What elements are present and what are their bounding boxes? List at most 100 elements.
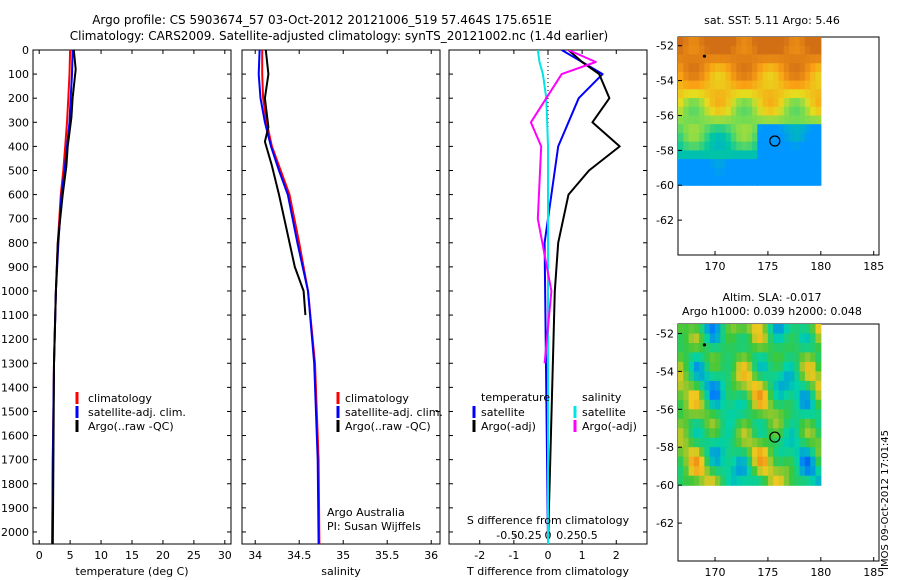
heatmap-cell	[730, 352, 737, 363]
heatmap-cell	[715, 159, 721, 169]
heatmap-cell	[757, 45, 764, 55]
heatmap-cell	[720, 399, 727, 410]
heatmap-cell	[693, 124, 700, 134]
heatmap-cell	[783, 456, 790, 467]
heatmap-cell	[746, 418, 753, 429]
heatmap-cell	[799, 115, 806, 125]
heatmap-cell	[741, 98, 748, 108]
difference-legend-temperature: temperature satellite Argo(-adj)	[472, 391, 550, 433]
heatmap-cell	[773, 37, 780, 47]
heatmap-cell	[794, 343, 801, 354]
heatmap-cell	[699, 399, 706, 410]
heatmap-cell	[741, 324, 748, 335]
map-y-tick-label: -56	[656, 403, 674, 416]
heatmap-cell	[752, 390, 758, 401]
heatmap-cell	[688, 141, 695, 151]
heatmap-cell	[773, 71, 780, 82]
heatmap-cell	[678, 361, 684, 372]
heatmap-cell	[693, 352, 700, 363]
heatmap-cell	[693, 63, 700, 73]
depth-tick-label: 1300	[1, 357, 29, 370]
heatmap-cell	[767, 115, 774, 125]
heatmap-cell	[704, 466, 711, 477]
heatmap-cell	[762, 37, 769, 47]
heatmap-cell	[741, 399, 748, 410]
heatmap-cell	[810, 150, 817, 160]
heatmap-cell	[715, 71, 721, 82]
heatmap-cell	[699, 390, 706, 401]
heatmap-cell	[688, 456, 695, 467]
heatmap-cell	[709, 80, 716, 90]
heatmap-cell	[804, 106, 811, 117]
heatmap-cell	[720, 428, 727, 439]
heatmap-cell	[704, 159, 711, 169]
heatmap-cell	[804, 63, 811, 73]
heatmap-cell	[736, 63, 743, 73]
heatmap-cell	[767, 159, 774, 169]
heatmap-cell	[699, 132, 706, 143]
heatmap-cell	[762, 80, 769, 90]
heatmap-cell	[783, 418, 790, 429]
heatmap-cell	[709, 361, 716, 372]
heatmap-cell	[757, 324, 764, 335]
heatmap-cell	[715, 399, 721, 410]
map-x-tick-label: 180	[810, 260, 831, 273]
heatmap-cell	[709, 54, 716, 64]
heatmap-cell	[757, 447, 764, 458]
heatmap-cell	[736, 466, 743, 477]
heatmap-cell	[730, 361, 737, 372]
heatmap-cell	[799, 150, 806, 160]
heatmap-cell	[815, 390, 822, 401]
heatmap-cell	[767, 409, 774, 420]
heatmap-cell	[815, 399, 822, 410]
heatmap-cell	[783, 380, 790, 391]
heatmap-cell	[678, 37, 684, 47]
depth-tick-label: 1900	[1, 502, 29, 515]
heatmap-cell	[699, 71, 706, 82]
heatmap-cell	[804, 418, 811, 429]
heatmap-cell	[678, 399, 684, 410]
heatmap-cell	[730, 98, 737, 108]
difference-xlabel: T difference from climatology	[466, 565, 629, 578]
heatmap-cell	[767, 54, 774, 64]
heatmap-cell	[767, 418, 774, 429]
heatmap-cell	[815, 37, 822, 47]
heatmap-cell	[815, 89, 822, 99]
heatmap-cell	[804, 380, 811, 391]
heatmap-cell	[699, 447, 706, 458]
heatmap-cell	[752, 132, 758, 143]
heatmap-cell	[693, 54, 700, 64]
x-tick-label: 1	[579, 549, 586, 562]
heatmap-cell	[778, 437, 785, 448]
heatmap-cell	[789, 399, 795, 410]
heatmap-cell	[767, 361, 774, 372]
depth-tick-label: 700	[8, 213, 29, 226]
heatmap-cell	[715, 150, 721, 160]
heatmap-cell	[783, 333, 790, 344]
heatmap-cell	[794, 428, 801, 439]
sst-heatmap	[678, 37, 822, 186]
heatmap-cell	[767, 141, 774, 151]
heatmap-cell	[789, 150, 795, 160]
heatmap-cell	[773, 167, 780, 178]
heatmap-cell	[704, 89, 711, 99]
heatmap-cell	[767, 63, 774, 73]
heatmap-cell	[815, 132, 822, 143]
heatmap-cell	[799, 159, 806, 169]
heatmap-cell	[736, 98, 743, 108]
heatmap-cell	[746, 89, 753, 99]
heatmap-cell	[789, 37, 795, 47]
heatmap-cell	[741, 466, 748, 477]
map-y-tick-label: -58	[656, 144, 674, 157]
heatmap-cell	[810, 132, 817, 143]
heatmap-cell	[688, 115, 695, 125]
heatmap-cell	[799, 475, 806, 486]
heatmap-cell	[730, 89, 737, 99]
heatmap-cell	[715, 447, 721, 458]
series-line-argo-raw-qc	[51, 50, 77, 544]
heatmap-cell	[804, 390, 811, 401]
x-tick-label: 36	[424, 549, 438, 562]
heatmap-cell	[794, 159, 801, 169]
heatmap-cell	[778, 54, 785, 64]
sst-map-title: sat. SST: 5.11 Argo: 5.46	[704, 14, 840, 27]
